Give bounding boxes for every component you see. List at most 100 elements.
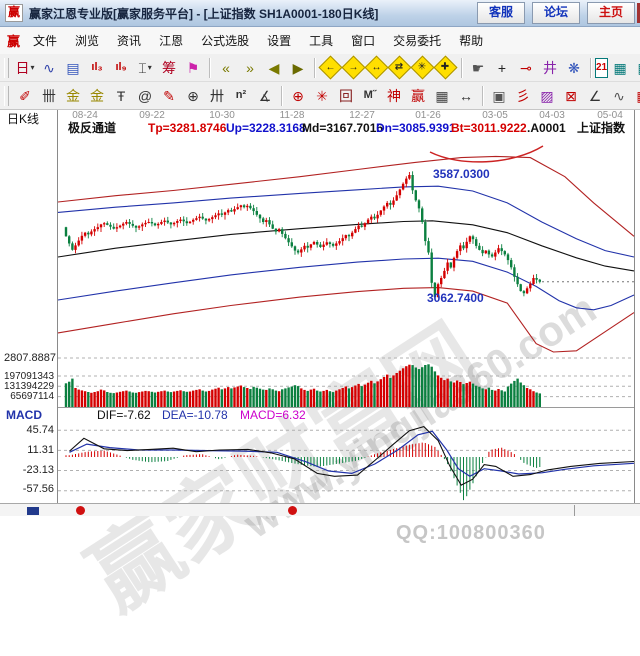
red-grid-icon[interactable]: ▦ [632, 85, 640, 107]
kline-period-icon[interactable]: 日 ▾ [15, 59, 35, 76]
macd-axis-label: -57.56 [22, 483, 54, 495]
gann-box-icon[interactable]: ▨ [540, 87, 554, 104]
volume-axis-label: 197091343 [4, 371, 55, 382]
ruler-grid-icon[interactable]: ▦ [435, 87, 449, 104]
single-candle-icon[interactable]: ⌶ ▾ [138, 59, 152, 76]
titlebar-button-3[interactable]: 主页 [587, 2, 635, 24]
golden-section-icon[interactable]: 金 [66, 87, 80, 104]
date-tick-09-22: 09-22 [139, 110, 165, 121]
toolbar-separator [209, 57, 210, 78]
next-bar-icon[interactable]: ▶ [292, 59, 304, 76]
macd-histogram [65, 442, 541, 501]
bars-3-icon[interactable]: ıl₃ [91, 61, 103, 73]
toolbar-separator [461, 57, 462, 78]
menu-item-7[interactable]: 窗口 [351, 34, 376, 48]
zigzag-trend-icon[interactable]: ∿ [43, 59, 55, 76]
bars-9-icon[interactable]: ıl₉ [115, 61, 127, 73]
gann-target-icon[interactable]: ⊕ [292, 87, 304, 104]
indicator-value-2: Up=3228.3168 [226, 121, 306, 135]
wave-v-icon[interactable]: ∿ [613, 87, 625, 104]
titlebar-button-2[interactable]: 论坛 [532, 2, 580, 24]
star-compass-icon[interactable]: ✳ [316, 87, 328, 104]
skip-end-icon[interactable]: » [246, 59, 254, 76]
chart-area[interactable]: 赢家财富网 www.yingjia360.com QQ:100800360 日K… [0, 110, 640, 629]
crosshair-icon[interactable]: + [497, 59, 507, 76]
notebook-icon[interactable]: ▤ [633, 57, 640, 79]
wave-mark-icon[interactable]: M˝ [363, 89, 377, 101]
window-title: 赢家江恩专业版[赢家服务平台] - [上证指数 SH1A0001-180日K线] [29, 6, 379, 21]
cross-diamond-icon[interactable]: ✚ [433, 55, 458, 80]
title-bar[interactable]: 赢 赢家江恩专业版[赢家服务平台] - [上证指数 SH1A0001-180日K… [0, 0, 640, 27]
square-target-icon[interactable]: 回 [339, 87, 353, 104]
color-flag-icon[interactable]: ⚑ [186, 59, 200, 76]
menu-item-0[interactable]: 文件 [33, 34, 58, 48]
indicator-value-1: Tp=3281.8746 [148, 121, 227, 135]
high-price-annotation: 3587.0300 [433, 167, 490, 181]
angle-fan-icon[interactable]: ∠ [588, 87, 602, 104]
macd-axis-label: -23.13 [22, 464, 54, 476]
hash-lines-icon[interactable]: 卅 [210, 87, 224, 104]
watermark-qq: QQ:100800360 [396, 522, 546, 544]
move-left-diamond-icon[interactable]: ← [318, 55, 343, 80]
toolbar-main: 日▾ ∿ ▤ ıl₃ ıl₉ ⌶▾ 筹 ⚑ « » ◀ ▶ ←→↔⇄✳✚ ☛ + ⊸ 井 ❋ 21▦ ▤ [0, 54, 640, 82]
toolbar-separator [314, 57, 315, 78]
swap-diamond-icon[interactable]: ⇄ [387, 55, 412, 80]
status-alert2-icon[interactable] [288, 506, 297, 515]
move-right-diamond-icon[interactable]: → [341, 55, 366, 80]
date-tick-01-26: 01-26 [415, 110, 441, 121]
n-square-icon[interactable]: n² [235, 89, 247, 101]
trendline-tool-icon[interactable]: ⊸ [520, 59, 532, 76]
gann-fan-icon[interactable]: 彡 [516, 87, 530, 104]
ying-grid-icon[interactable]: 赢 [411, 87, 425, 104]
indicator-value-6: .A0001 [527, 121, 566, 135]
brush-icon[interactable]: ✐ [19, 87, 31, 104]
menu-item-2[interactable]: 资讯 [117, 34, 142, 48]
pattern-box-icon[interactable]: 井 [543, 59, 557, 76]
indicator-value-5: Bt=3011.9222 [451, 121, 527, 135]
titlebar-buttons: 客服 论坛 主页 [470, 2, 635, 24]
drag-hand-icon[interactable]: ☛ [471, 59, 485, 76]
golden-grid-icon[interactable]: 金 [90, 87, 104, 104]
menu-item-9[interactable]: 帮助 [459, 34, 484, 48]
gann-square-icon[interactable]: ⊠ [565, 87, 577, 104]
burst-diamond-icon[interactable]: ✳ [410, 55, 435, 80]
date-tick-11-28: 11-28 [279, 110, 305, 121]
box-select-icon[interactable]: ▣ [492, 87, 506, 104]
menu-items: 文件 浏览 资讯 江恩 公式选股 设置 工具 窗口 交易委托 帮助 [24, 28, 492, 53]
menu-item-6[interactable]: 工具 [309, 34, 334, 48]
titlebar-button-1[interactable]: 客服 [477, 2, 525, 24]
prev-bar-icon[interactable]: ◀ [268, 59, 280, 76]
menu-item-4[interactable]: 公式选股 [201, 34, 250, 48]
date-tick-10-30: 10-30 [209, 110, 235, 121]
grid-comb-icon[interactable]: 卌 [42, 87, 56, 104]
shen-grid-icon[interactable]: 神 [387, 87, 401, 104]
date-tick-08-24: 08-24 [72, 110, 98, 121]
neural-web-icon[interactable]: ❋ [568, 59, 580, 76]
menu-item-3[interactable]: 江恩 [159, 34, 184, 48]
width-measure-icon[interactable]: ↔ [459, 87, 473, 104]
calculator-icon[interactable]: ▦ [613, 59, 627, 76]
note-board-icon[interactable]: ▤ [66, 59, 80, 76]
marker-pen-icon[interactable]: ✎ [163, 87, 175, 104]
macd-histogram-value: MACD=6.32 [240, 408, 306, 422]
fibonacci-f-icon[interactable]: Ŧ [116, 87, 126, 104]
indicator-value-4: Dn=3085.9391 [376, 121, 456, 135]
volume-axis-label: 131394229 [4, 381, 55, 392]
calendar-icon[interactable]: 21 [595, 57, 609, 78]
menu-item-8[interactable]: 交易委托 [393, 34, 442, 48]
status-divider [574, 505, 575, 516]
close-button-sliver[interactable] [637, 3, 640, 23]
status-alert-icon[interactable] [76, 506, 85, 515]
chart-svg [57, 110, 635, 503]
expand-diamond-icon[interactable]: ↔ [364, 55, 389, 80]
spiral-icon[interactable]: @ [137, 87, 153, 104]
chip-distribution-icon[interactable]: 筹 [162, 59, 176, 76]
macd-dea-value: DEA=-10.78 [162, 408, 228, 422]
menu-item-5[interactable]: 设置 [267, 34, 292, 48]
skip-start-icon[interactable]: « [222, 59, 230, 76]
menu-item-1[interactable]: 浏览 [75, 34, 100, 48]
cycle-circle-icon[interactable]: ⊕ [187, 87, 199, 104]
angle-tool-icon[interactable]: ∡ [258, 87, 272, 104]
date-tick-04-03: 04-03 [539, 110, 565, 121]
